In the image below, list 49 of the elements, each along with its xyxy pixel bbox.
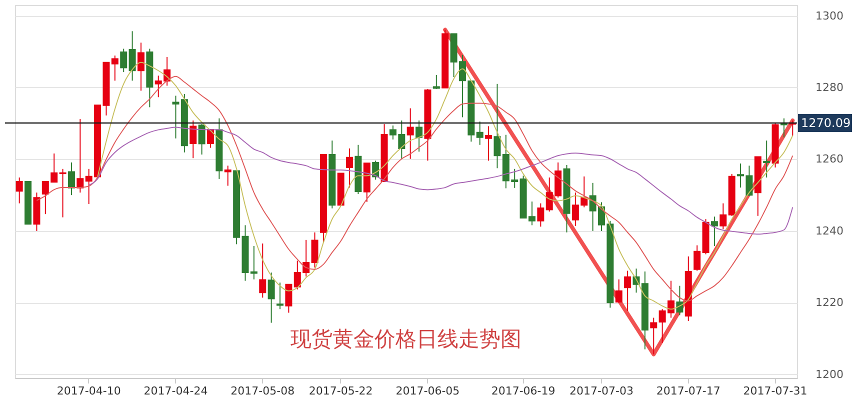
candlestick xyxy=(763,140,770,178)
candlestick xyxy=(285,284,292,314)
candlestick xyxy=(76,118,84,194)
candlestick xyxy=(476,121,484,146)
y-tick-label: 1240 xyxy=(816,224,844,238)
candlestick xyxy=(676,285,684,316)
candlestick xyxy=(224,165,232,186)
x-tick-label: 2017-07-17 xyxy=(656,384,720,398)
x-tick-label: 2017-04-10 xyxy=(56,384,121,398)
x-tick-label: 2017-06-19 xyxy=(491,384,556,398)
x-tick-label: 2017-05-08 xyxy=(230,384,295,398)
x-tick-label: 2017-07-31 xyxy=(743,384,808,398)
x-tick-label: 2017-05-22 xyxy=(308,384,373,398)
x-tick-label: 2017-06-05 xyxy=(396,384,460,398)
candlestick xyxy=(485,126,492,162)
candlestick xyxy=(537,202,544,228)
candlestick xyxy=(68,162,75,196)
annotation: 现货黄金价格日线走势图 xyxy=(290,327,522,351)
candlestick xyxy=(406,108,414,160)
candlestick xyxy=(346,148,354,188)
ref-line-label: 1270.09 xyxy=(801,116,851,130)
y-tick-label: 1200 xyxy=(816,368,844,381)
candlestick xyxy=(494,83,501,169)
candlestick xyxy=(276,282,284,310)
y-tick-label: 1220 xyxy=(816,296,844,310)
candlestick xyxy=(268,272,275,324)
candlestick xyxy=(694,244,701,272)
candlestick xyxy=(120,48,128,73)
candlestick xyxy=(16,177,23,204)
candlestick xyxy=(128,30,136,82)
candlestick xyxy=(137,42,144,92)
candlestick xyxy=(190,120,197,159)
y-tick-label: 1260 xyxy=(816,152,844,166)
candlestick xyxy=(650,317,658,355)
candlestick xyxy=(111,55,118,82)
candlestick xyxy=(172,95,180,139)
candlestick xyxy=(311,232,318,268)
x-tick-label: 2017-07-03 xyxy=(570,384,634,398)
candlestick xyxy=(198,124,206,156)
candlestick xyxy=(720,202,727,230)
candlestick xyxy=(710,216,718,247)
candlestick xyxy=(259,243,266,298)
candlestick xyxy=(624,270,632,312)
candlestick xyxy=(615,278,622,304)
candlestick xyxy=(416,120,423,152)
y-tick-label: 1300 xyxy=(816,9,844,22)
candlestick xyxy=(59,168,66,218)
y-tick-label: 1280 xyxy=(816,80,844,94)
x-tick-label: 2017-04-24 xyxy=(144,384,208,398)
